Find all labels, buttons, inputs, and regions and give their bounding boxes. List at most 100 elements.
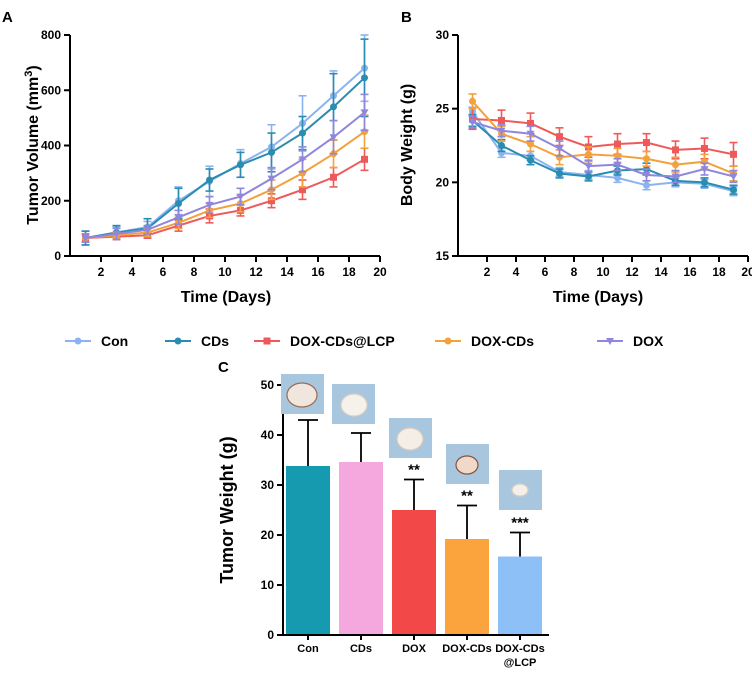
bar-group-cds: CDs <box>339 432 383 655</box>
x-tick-label: 20 <box>741 265 752 279</box>
x-tick-label: 4 <box>129 265 136 279</box>
data-point <box>268 148 275 156</box>
series-dox-cds-lcp <box>81 147 369 243</box>
y-tick-label: 20 <box>261 528 275 542</box>
category-label: DOX <box>402 643 427 655</box>
data-point <box>205 201 214 209</box>
data-point <box>730 186 737 194</box>
legend-item-con: Con <box>65 333 128 349</box>
data-point <box>643 139 650 147</box>
x-tick-label: 10 <box>218 265 232 279</box>
y-tick-label: 400 <box>41 139 61 153</box>
category-label: CDs <box>350 643 372 655</box>
data-point <box>299 129 306 137</box>
data-point <box>527 156 534 164</box>
tumor-specimen <box>396 427 424 451</box>
significance-label: *** <box>511 515 529 532</box>
series-line <box>472 120 734 178</box>
y-tick-label: 50 <box>261 378 275 392</box>
category-label: @LCP <box>504 657 537 669</box>
legend-item-cds: CDs <box>165 333 229 349</box>
x-tick-label: 8 <box>191 265 198 279</box>
y-tick-label: 200 <box>41 194 61 208</box>
panel-label-b: B <box>401 9 412 26</box>
data-point <box>642 171 651 179</box>
data-point <box>555 145 564 153</box>
data-point <box>526 130 535 138</box>
data-point <box>614 140 621 148</box>
y-tick-label: 0 <box>54 249 61 263</box>
legend-label: Con <box>101 333 128 349</box>
x-tick-label: 12 <box>249 265 263 279</box>
data-point <box>643 155 650 163</box>
bar-group-con: Con <box>286 419 330 655</box>
tumor-specimen <box>340 393 368 417</box>
data-point <box>672 146 679 154</box>
data-point <box>527 119 534 127</box>
category-label: DOX-CDs <box>442 643 492 655</box>
series-dox <box>81 93 369 243</box>
data-point <box>360 109 369 117</box>
data-point <box>329 134 338 142</box>
data-point <box>498 142 505 149</box>
data-point <box>614 174 621 182</box>
y-tick-label: 600 <box>41 83 61 97</box>
legend-label: DOX-CDs@LCP <box>290 333 395 349</box>
chart-tumor-weight: Con CDs ** DOX ** DOX-CDs *** DOX-CDs @LCP 0 10 20… <box>217 374 549 669</box>
series-cds <box>468 113 738 195</box>
legend-marker <box>606 338 614 345</box>
tumor-specimen <box>455 455 479 475</box>
data-point <box>81 235 90 243</box>
x-tick-label: 12 <box>625 265 639 279</box>
data-point <box>469 97 476 105</box>
significance-label: ** <box>461 488 473 505</box>
series-dox-cds <box>468 93 738 182</box>
x-tick-label: 14 <box>654 265 668 279</box>
y-axis-title: Body Weight (g) <box>399 84 416 206</box>
data-point <box>236 193 245 201</box>
legend-marker <box>174 337 182 345</box>
legend-marker <box>263 337 271 345</box>
legend-marker <box>74 337 82 345</box>
y-tick-label: 20 <box>436 175 450 189</box>
data-point <box>361 155 368 163</box>
y-tick-label: 30 <box>261 478 275 492</box>
series-line <box>85 77 366 240</box>
data-point <box>361 74 368 82</box>
x-tick-label: 2 <box>98 265 105 279</box>
data-point <box>174 214 183 222</box>
category-label: DOX-CDs <box>495 643 545 655</box>
legend-label: DOX-CDs <box>471 333 534 349</box>
x-tick-label: 16 <box>311 265 325 279</box>
x-tick-label: 4 <box>513 265 520 279</box>
data-point <box>613 161 622 169</box>
legend-item-dox-cds-lcp: DOX-CDs@LCP <box>254 333 395 349</box>
category-label: Con <box>297 643 319 655</box>
legend-item-dox-cds: DOX-CDs <box>435 333 534 349</box>
x-tick-label: 10 <box>596 265 610 279</box>
tumor-specimen <box>286 382 318 408</box>
data-point <box>497 127 506 135</box>
series-line <box>471 100 734 175</box>
data-point <box>729 173 738 181</box>
tumor-specimen <box>511 483 529 497</box>
x-tick-label: 18 <box>342 265 356 279</box>
data-point <box>206 176 213 184</box>
data-point <box>585 150 592 158</box>
panel-label-a: A <box>2 9 13 26</box>
data-point <box>143 226 152 234</box>
y-tick-label: 800 <box>41 28 61 42</box>
data-point <box>298 156 307 164</box>
data-point <box>672 161 679 169</box>
tumor-photo <box>446 444 489 484</box>
data-point <box>701 178 708 186</box>
tumor-photo <box>499 470 542 510</box>
x-tick-label: 8 <box>571 265 578 279</box>
series-line <box>471 111 734 193</box>
data-point <box>330 103 337 111</box>
x-tick-label: 6 <box>542 265 549 279</box>
x-tick-label: 2 <box>484 265 491 279</box>
data-point <box>585 172 592 180</box>
series-dox-cds <box>81 114 369 243</box>
